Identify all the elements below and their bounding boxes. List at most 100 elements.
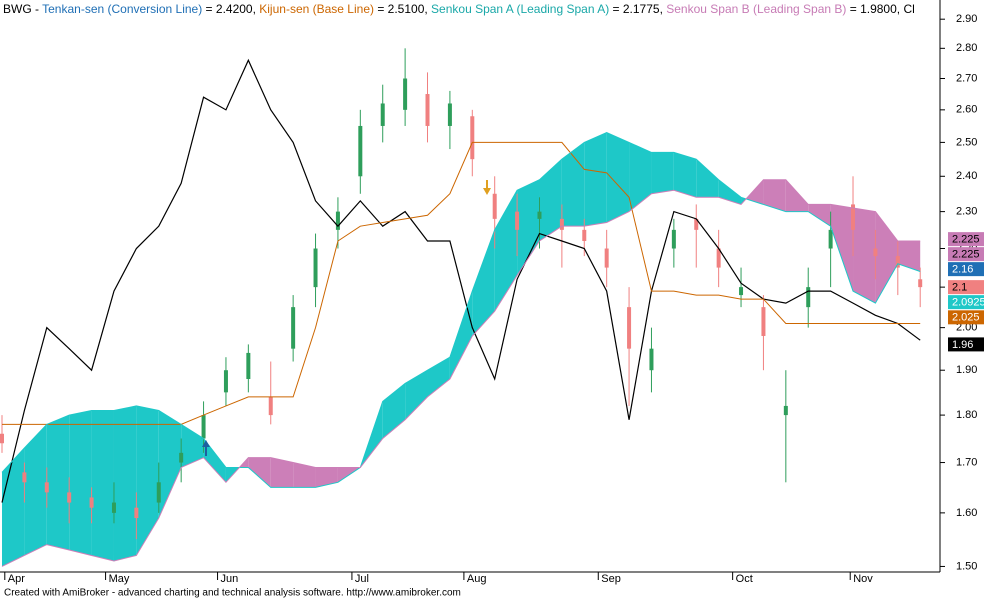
candle-body xyxy=(358,125,363,177)
cloud xyxy=(136,405,159,556)
x-tick-label: Nov xyxy=(853,573,873,585)
cloud xyxy=(248,457,271,488)
x-tick-label: Jul xyxy=(355,573,369,585)
candle-body xyxy=(403,78,408,110)
cloud xyxy=(897,241,921,272)
candle-body xyxy=(0,433,4,444)
candle-body xyxy=(246,352,251,379)
candle-body xyxy=(515,211,520,230)
x-tick-label: Aug xyxy=(467,573,487,585)
candle-body xyxy=(895,256,900,268)
line-tenkan xyxy=(1,58,921,503)
candle-body xyxy=(313,248,318,288)
candle-body xyxy=(380,103,385,126)
candle-body xyxy=(671,229,676,249)
candle-body xyxy=(627,307,632,349)
cloud xyxy=(763,179,786,212)
title-part: Tenkan-sen (Conversion Line) xyxy=(42,2,202,16)
value-marker-label: 2.225 xyxy=(952,234,980,246)
cloud xyxy=(606,132,630,223)
value-marker xyxy=(948,337,984,352)
cloud xyxy=(449,291,473,379)
candle-body xyxy=(537,211,542,219)
line-kijun xyxy=(2,141,921,425)
candle-body xyxy=(268,396,273,416)
title-part: BWG - xyxy=(3,2,42,16)
x-tick-label: Oct xyxy=(736,573,753,585)
candle-body xyxy=(291,307,296,349)
cloud xyxy=(853,208,876,304)
line-senkou_a xyxy=(1,131,921,488)
candle-body xyxy=(716,248,721,268)
x-tick-label: Apr xyxy=(8,573,25,585)
title-part: Kijun-sen (Base Line) xyxy=(259,2,374,16)
y-tick-label: 2.60 xyxy=(956,104,977,116)
candle-body xyxy=(492,193,497,219)
value-marker-label: 1.96 xyxy=(952,339,973,351)
candle-body xyxy=(873,248,878,257)
value-marker xyxy=(948,310,984,325)
y-tick-label: 2.40 xyxy=(956,170,977,182)
title-part: = 2.4200, xyxy=(202,2,259,16)
cloud xyxy=(113,405,137,561)
value-marker xyxy=(948,280,984,295)
value-marker-label: 2.0925 xyxy=(952,297,986,309)
candle-body xyxy=(425,94,430,126)
cloud xyxy=(539,159,562,242)
y-tick-label: 2.00 xyxy=(956,322,977,334)
candle-body xyxy=(470,116,475,160)
value-marker xyxy=(948,295,984,310)
candle-body xyxy=(918,279,923,288)
cloud xyxy=(746,179,764,205)
candle-body xyxy=(761,307,766,336)
candle-body xyxy=(649,348,654,371)
candle-body xyxy=(89,497,94,508)
cloud xyxy=(651,152,674,194)
candle-body xyxy=(134,507,139,519)
candle-body xyxy=(783,405,788,416)
sell-arrow xyxy=(483,180,491,195)
cloud xyxy=(629,142,652,212)
y-tick-label: 1.60 xyxy=(956,507,977,519)
x-tick-label: Sep xyxy=(601,573,621,585)
chart-title: BWG - Tenkan-sen (Conversion Line) = 2.4… xyxy=(3,2,915,16)
y-tick-label: 1.50 xyxy=(956,560,977,572)
title-part: = 2.5100, xyxy=(374,2,431,16)
candle-body xyxy=(447,103,452,126)
candle-body xyxy=(739,287,744,296)
candle-body xyxy=(604,248,609,268)
cloud xyxy=(158,410,182,519)
value-marker xyxy=(948,232,984,247)
title-part: Senkou Span A (Leading Span A) xyxy=(431,2,609,16)
cloud xyxy=(696,159,719,198)
y-tick-label: 1.70 xyxy=(956,456,977,468)
plot-area xyxy=(0,48,923,567)
title-part: Senkou Span B (Leading Span B) xyxy=(666,2,846,16)
title-part: = 1.9800, Cl xyxy=(846,2,914,16)
cloud xyxy=(472,229,495,336)
value-marker xyxy=(948,262,984,277)
cloud xyxy=(203,438,226,483)
candle-body xyxy=(851,204,856,230)
cloud xyxy=(46,415,70,551)
candle-body xyxy=(559,218,564,230)
title-part: = 2.1775, xyxy=(609,2,666,16)
candle-body xyxy=(179,452,184,463)
value-marker-label: 2.225 xyxy=(952,249,980,261)
cloud xyxy=(718,179,742,205)
candle-body xyxy=(694,218,699,230)
y-tick-label: 2.90 xyxy=(956,13,977,25)
value-marker xyxy=(948,247,984,262)
cloud xyxy=(24,424,47,556)
cloud xyxy=(673,152,697,198)
cloud xyxy=(830,204,854,292)
candle-body xyxy=(223,370,228,393)
candle-body xyxy=(828,229,833,249)
candle-body xyxy=(201,415,206,439)
cloud xyxy=(875,211,898,304)
candle-body xyxy=(44,482,49,493)
y-tick-label: 2.70 xyxy=(956,72,977,84)
x-tick-label: Jun xyxy=(221,573,239,585)
y-tick-label: 2.30 xyxy=(956,206,977,218)
